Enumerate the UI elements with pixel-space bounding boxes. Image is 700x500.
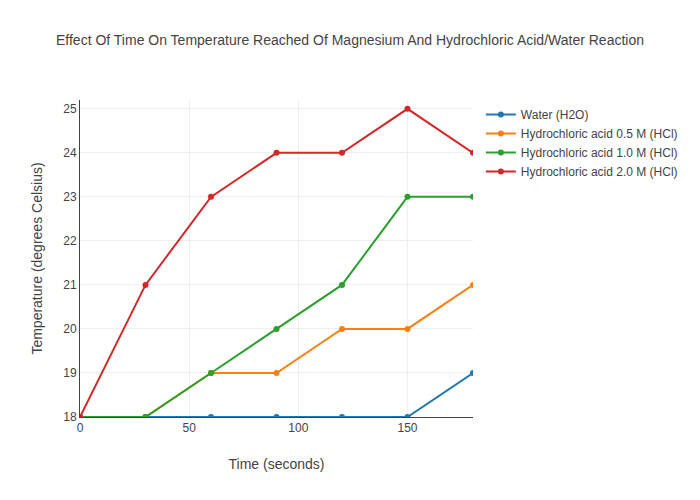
svg-text:Time (seconds): Time (seconds) [229, 456, 325, 472]
svg-text:23: 23 [63, 190, 77, 204]
svg-text:21: 21 [63, 278, 77, 292]
svg-text:Water (H2O): Water (H2O) [521, 108, 589, 122]
svg-text:150: 150 [397, 421, 417, 435]
svg-text:22: 22 [63, 234, 77, 248]
svg-text:Temperature (degrees Celsius): Temperature (degrees Celsius) [29, 162, 45, 354]
svg-text:Hydrochloric acid 0.5 M (HCl): Hydrochloric acid 0.5 M (HCl) [521, 127, 678, 141]
svg-text:25: 25 [63, 102, 77, 116]
svg-text:50: 50 [182, 421, 196, 435]
svg-text:19: 19 [63, 366, 77, 380]
svg-text:0: 0 [77, 421, 84, 435]
svg-text:24: 24 [63, 146, 77, 160]
svg-text:18: 18 [63, 410, 77, 424]
svg-text:Hydrochloric acid 2.0 M (HCl): Hydrochloric acid 2.0 M (HCl) [521, 165, 678, 179]
svg-text:Hydrochloric acid 1.0 M (HCl): Hydrochloric acid 1.0 M (HCl) [521, 146, 678, 160]
svg-text:Effect Of Time On Temperature: Effect Of Time On Temperature Reached Of… [56, 32, 644, 48]
svg-text:100: 100 [288, 421, 308, 435]
svg-text:20: 20 [63, 322, 77, 336]
